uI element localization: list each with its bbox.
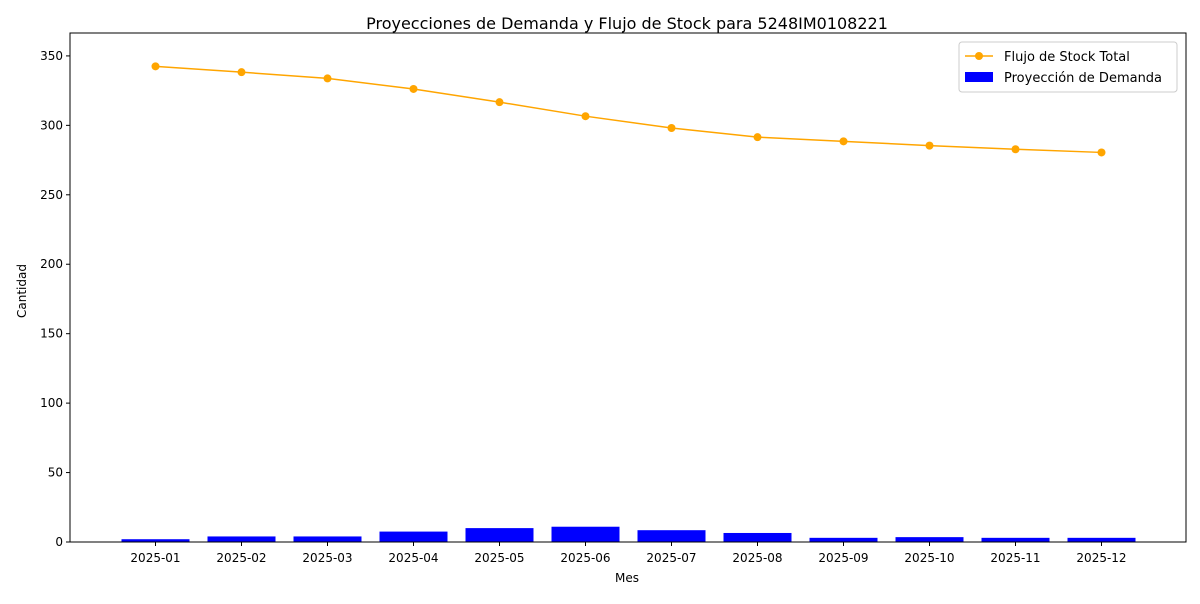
stock-flow-point xyxy=(925,141,934,150)
legend-line-marker xyxy=(975,52,983,60)
stock-flow-point xyxy=(495,98,504,107)
x-tick-label: 2025-12 xyxy=(1076,551,1126,565)
x-tick-label: 2025-07 xyxy=(646,551,696,565)
demand-bar xyxy=(637,530,706,542)
x-tick-label: 2025-08 xyxy=(732,551,782,565)
demand-bar xyxy=(293,536,362,542)
x-tick-label: 2025-06 xyxy=(560,551,610,565)
plot-frame xyxy=(69,32,1187,543)
x-tick-label: 2025-05 xyxy=(474,551,524,565)
y-tick-label: 100 xyxy=(40,396,63,410)
demand-bar xyxy=(121,539,190,542)
y-tick-label: 250 xyxy=(40,188,63,202)
stock-flow-point xyxy=(839,137,848,146)
legend-bar-swatch xyxy=(965,72,993,82)
x-tick-label: 2025-02 xyxy=(216,551,266,565)
y-tick-label: 200 xyxy=(40,257,63,271)
stock-flow-point xyxy=(753,133,762,142)
chart-title: Proyecciones de Demanda y Flujo de Stock… xyxy=(366,14,888,33)
demand-bar xyxy=(207,536,276,542)
stock-flow-line xyxy=(155,65,1102,154)
y-axis-label: Cantidad xyxy=(15,264,29,318)
x-axis-label: Mes xyxy=(615,571,639,585)
legend: Flujo de Stock Total Proyección de Deman… xyxy=(958,41,1178,93)
stock-flow-point xyxy=(1011,145,1020,154)
demand-bar xyxy=(809,537,878,542)
stock-flow-point xyxy=(323,74,332,83)
stock-flow-point xyxy=(409,84,418,93)
x-tick-label: 2025-09 xyxy=(818,551,868,565)
demand-bar xyxy=(465,528,534,542)
y-tick-label: 150 xyxy=(40,327,63,341)
legend-label-stock: Flujo de Stock Total xyxy=(1004,50,1130,65)
x-tick-label: 2025-01 xyxy=(130,551,180,565)
stock-flow-point xyxy=(237,68,246,77)
y-tick-label: 300 xyxy=(40,118,63,132)
demand-bar xyxy=(1067,537,1136,542)
y-tick-label: 50 xyxy=(48,466,63,480)
stock-flow-point xyxy=(151,62,160,71)
legend-box xyxy=(958,41,1178,93)
demand-bar xyxy=(895,537,964,542)
demand-bar xyxy=(981,537,1050,542)
bars-layer xyxy=(121,526,1136,542)
axes-layer: 0 50 100 150 200 250 300 350 2025-01 2025-02 2025-… xyxy=(40,32,1187,565)
demand-bar xyxy=(379,531,448,542)
stock-flow-point xyxy=(667,123,676,132)
demand-bar xyxy=(551,526,620,542)
demand-bar xyxy=(723,532,792,542)
stock-flow-point xyxy=(581,112,590,121)
stock-flow-point xyxy=(1097,148,1106,157)
y-tick-label: 350 xyxy=(40,49,63,63)
x-tick-label: 2025-10 xyxy=(904,551,954,565)
x-tick-label: 2025-04 xyxy=(388,551,438,565)
y-tick-label: 0 xyxy=(55,535,63,549)
x-tick-label: 2025-03 xyxy=(302,551,352,565)
line-layer xyxy=(151,62,1106,157)
x-tick-label: 2025-11 xyxy=(990,551,1040,565)
legend-label-demand: Proyección de Demanda xyxy=(1004,71,1162,86)
